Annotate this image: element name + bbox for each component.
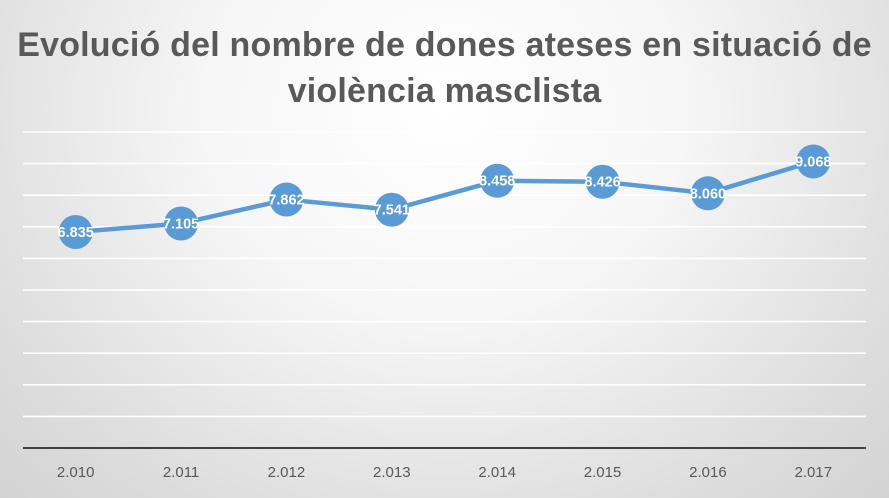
series-line [73, 159, 816, 235]
x-tick-label: 2.011 [163, 464, 199, 481]
x-tick-label: 2.015 [584, 464, 622, 481]
x-tick-label: 2.014 [478, 464, 516, 481]
data-labels: 6.835 7.105 7.862 7.541 8.458 8.426 8.060 9.068 [58, 154, 832, 241]
data-label: 7.541 [374, 203, 410, 219]
series-polyline [73, 159, 816, 235]
x-tick-label: 2.013 [373, 464, 411, 481]
data-label: 8.458 [479, 174, 515, 190]
data-point-marker [690, 176, 725, 211]
x-tick-label: 2.010 [57, 464, 95, 481]
x-tick-label: 2.016 [689, 464, 727, 481]
data-label: 7.862 [268, 193, 304, 209]
data-label: 8.426 [584, 175, 620, 191]
data-label: 6.835 [58, 225, 94, 241]
chart-title: Evolució del nombre de dones ateses en s… [17, 26, 872, 110]
data-point-marker [480, 163, 515, 198]
x-tick-label: 2.012 [268, 464, 306, 481]
data-markers [58, 144, 831, 250]
data-label: 8.060 [690, 186, 726, 202]
data-point-marker [164, 206, 199, 241]
x-tick-labels: 2.010 2.011 2.012 2.013 2.014 2.015 2.016 2.017 [57, 464, 832, 481]
data-label: 7.105 [163, 216, 199, 232]
data-label: 9.068 [795, 154, 831, 170]
data-point-marker [58, 215, 93, 250]
x-tick-label: 2.017 [795, 464, 833, 481]
data-point-marker [269, 182, 304, 217]
data-point-marker [585, 164, 620, 199]
gridlines [23, 131, 866, 418]
data-point-marker [796, 144, 831, 179]
data-point-marker [374, 192, 409, 227]
